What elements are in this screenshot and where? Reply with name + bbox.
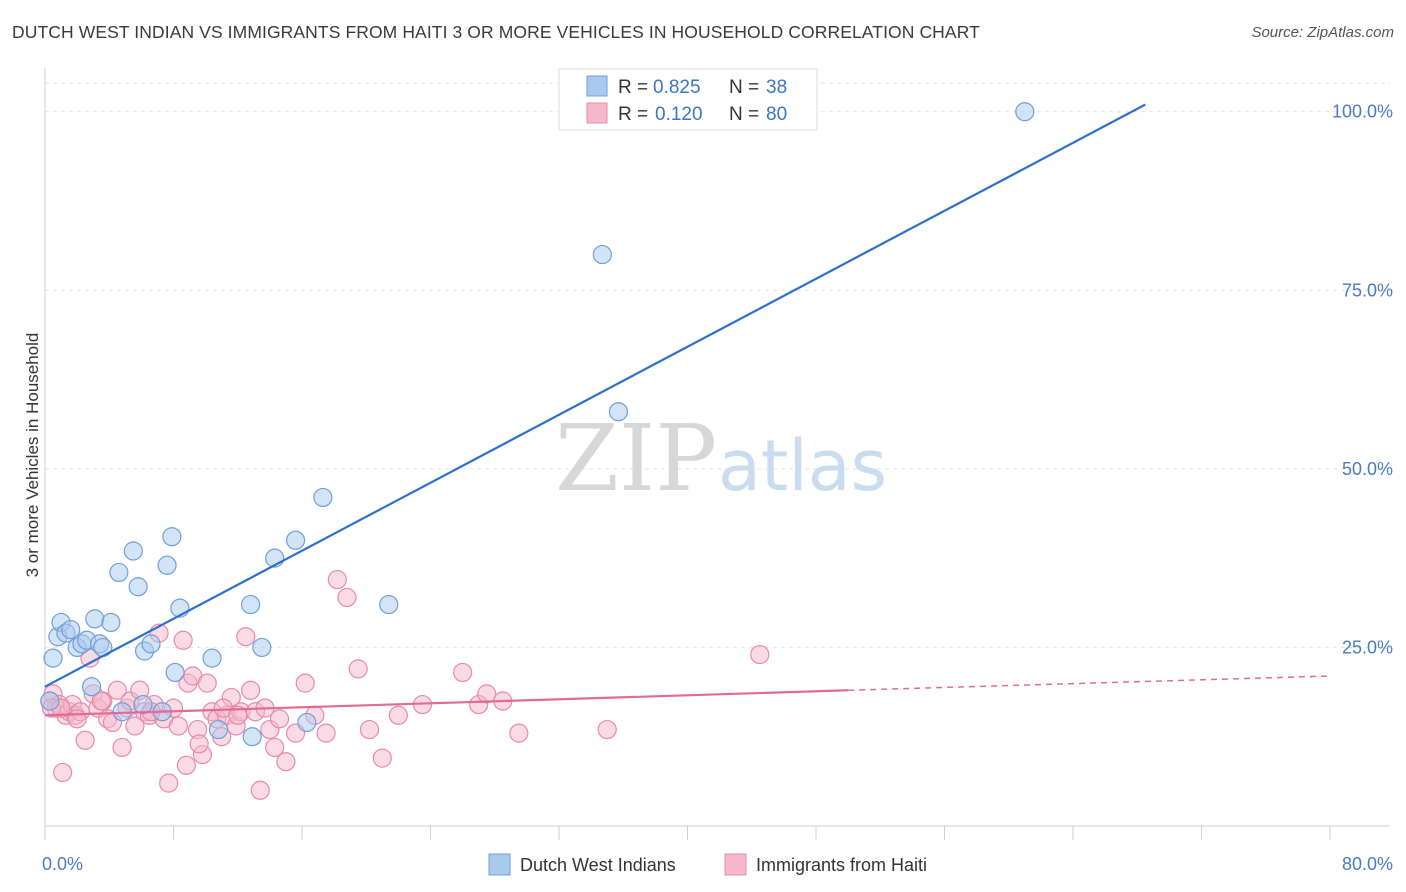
legend-r-value-haiti: 0.120 (655, 104, 703, 125)
point-haiti-45 (241, 680, 261, 700)
trend-lines (44, 103, 1331, 717)
point-dutch-30 (1015, 102, 1035, 122)
legend-swatch-haiti (586, 102, 608, 124)
y-axis-label: 3 or more Vehicles in Household (23, 333, 42, 578)
point-haiti-69 (597, 719, 617, 740)
point-dutch-23 (252, 637, 272, 658)
point-haiti-57 (327, 569, 347, 590)
legend-r-label-haiti: R = (618, 104, 648, 125)
x-tick-labels: 0.0% 80.0% (42, 854, 1393, 874)
watermark-zip: ZIP (555, 405, 717, 512)
y-tick-label-1: 50.0% (1342, 459, 1393, 479)
point-haiti-28 (159, 773, 179, 793)
point-haiti-70 (750, 644, 770, 665)
point-haiti-68 (509, 723, 529, 743)
bottom-legend-swatch-haiti (724, 853, 747, 876)
point-dutch-22 (241, 594, 261, 615)
point-dutch-16 (141, 634, 161, 654)
point-haiti-30 (168, 716, 188, 736)
legend-r-value-dutch: 0.825 (653, 77, 701, 98)
point-haiti-44 (236, 627, 256, 647)
point-haiti-17 (107, 680, 127, 700)
point-dutch-36 (208, 719, 229, 740)
point-haiti-36 (197, 673, 217, 693)
point-dutch-8 (85, 609, 105, 629)
point-haiti-50 (265, 737, 285, 758)
point-dutch-38 (297, 712, 317, 733)
legend-n-value-haiti: 80 (766, 104, 787, 125)
legend-r-label-dutch: R = (618, 77, 648, 98)
point-dutch-13 (123, 541, 143, 561)
legend-n-label-haiti: N = (729, 104, 759, 125)
point-haiti-62 (388, 705, 408, 725)
chart-title: DUTCH WEST INDIAN VS IMMIGRANTS FROM HAI… (12, 22, 980, 42)
point-haiti-56 (316, 723, 336, 743)
point-dutch-12 (109, 562, 129, 583)
point-haiti-73 (67, 709, 87, 729)
point-haiti-64 (453, 662, 473, 683)
point-dutch-21 (202, 648, 222, 668)
point-haiti-52 (276, 752, 296, 772)
point-dutch-37 (242, 727, 262, 747)
point-haiti-66 (477, 684, 497, 704)
point-haiti-61 (372, 748, 392, 768)
y-tick-label-2: 75.0% (1342, 280, 1393, 300)
point-haiti-77 (189, 734, 209, 754)
point-haiti-51 (269, 709, 290, 729)
legend-n-value-dutch: 38 (766, 77, 787, 98)
point-haiti-60 (359, 719, 380, 740)
point-dutch-34 (133, 694, 153, 715)
point-dutch-32 (81, 677, 102, 697)
legend: R = 0.825 N = 38 R = 0.120 N = 80 (558, 68, 818, 131)
point-dutch-29 (608, 402, 629, 422)
source-label: Source: ZipAtlas.com (1251, 24, 1394, 41)
grid-lines (45, 82, 1390, 648)
point-haiti-58 (337, 587, 357, 608)
legend-swatch-dutch (586, 75, 608, 97)
point-dutch-17 (157, 555, 177, 575)
point-dutch-31 (40, 691, 60, 711)
x-tick-label-0: 0.0% (42, 854, 83, 874)
trend-line-haiti (44, 689, 849, 717)
point-dutch-18 (162, 527, 182, 547)
watermark: ZIP atlas (555, 405, 887, 512)
point-haiti-18 (112, 737, 132, 758)
y-tick-label-0: 25.0% (1342, 637, 1393, 657)
legend-n-label-dutch: N = (729, 77, 759, 98)
point-dutch-27 (379, 594, 399, 615)
watermark-atlas: atlas (718, 425, 887, 507)
point-dutch-25 (285, 530, 306, 550)
point-dutch-11 (101, 612, 121, 633)
trend-line-haiti-extension (848, 675, 1331, 692)
point-dutch-14 (128, 577, 148, 597)
point-haiti-31 (173, 630, 193, 650)
point-haiti-59 (348, 659, 368, 679)
point-haiti-74 (91, 691, 111, 711)
bottom-legend-swatch-dutch (488, 853, 511, 876)
bottom-legend-label-dutch: Dutch West Indians (520, 855, 676, 875)
point-dutch-26 (313, 487, 333, 508)
point-haiti-79 (228, 705, 248, 725)
point-haiti-76 (176, 755, 196, 775)
point-dutch-4 (61, 619, 81, 640)
point-haiti-21 (125, 716, 145, 736)
point-haiti-54 (295, 673, 315, 693)
trend-line-dutch (44, 103, 1146, 688)
point-dutch-0 (43, 648, 63, 668)
point-haiti-4 (53, 762, 73, 783)
point-haiti-10 (75, 730, 95, 750)
point-dutch-28 (592, 244, 612, 265)
bottom-legend-label-haiti: Immigrants from Haiti (756, 855, 927, 875)
point-dutch-20 (165, 662, 185, 683)
point-haiti-47 (250, 780, 270, 800)
y-tick-label-3: 100.0% (1332, 102, 1393, 122)
y-tick-labels: 25.0% 50.0% 75.0% 100.0% (1332, 102, 1393, 658)
bottom-legend: Dutch West Indians Immigrants from Haiti (488, 853, 927, 876)
x-tick-label-1: 80.0% (1342, 854, 1393, 874)
